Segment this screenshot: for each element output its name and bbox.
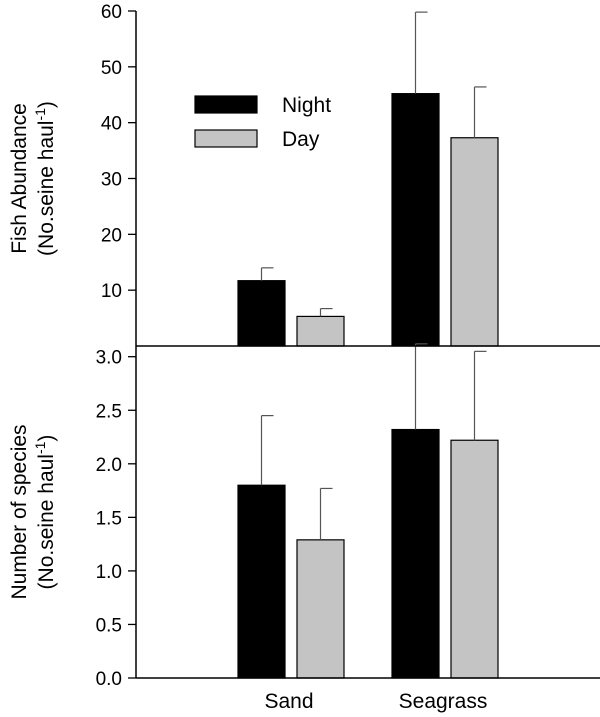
bar-night-seagrass bbox=[391, 93, 440, 347]
y-tick-label: 0.0 bbox=[96, 669, 122, 690]
bar-night-seagrass bbox=[391, 428, 440, 679]
bar-night-sand bbox=[237, 484, 286, 679]
legend-swatch-night bbox=[194, 95, 258, 114]
bar-day-sand bbox=[296, 315, 345, 347]
y-axis-title-unit: (No.seine haul-1) bbox=[32, 101, 58, 256]
bar-day-sand bbox=[296, 539, 345, 679]
bar-day-seagrass bbox=[450, 137, 499, 347]
bar-night-sand bbox=[237, 280, 286, 347]
x-tick-label: Sand bbox=[264, 690, 313, 713]
y-axis-title: Fish Abundance bbox=[8, 103, 31, 254]
y-tick-label: 20 bbox=[101, 225, 122, 246]
legend-swatch-day bbox=[194, 129, 258, 148]
panel-2: 0.0 0.5 1.0 1.5 2.0 2.5 3.0 Number of species (N… bbox=[8, 343, 499, 713]
x-tick-label: Seagrass bbox=[399, 690, 488, 713]
y-tick-label: 2.5 bbox=[96, 401, 122, 422]
y-axis-title-unit: (No.seine haul-1) bbox=[32, 435, 58, 590]
y-tick-label: 30 bbox=[101, 170, 122, 191]
panel-1: 10 20 30 40 50 60 Fish Abundance (No.seine haul… bbox=[8, 2, 499, 347]
y-tick-label: 50 bbox=[101, 58, 122, 79]
bar-day-seagrass bbox=[450, 439, 499, 679]
y-axis-title: Number of species bbox=[8, 424, 31, 599]
y-tick-label: 1.0 bbox=[96, 562, 122, 583]
legend-label-day: Day bbox=[282, 128, 320, 151]
y-tick-label: 0.5 bbox=[96, 615, 122, 636]
y-tick-label: 40 bbox=[101, 114, 122, 135]
y-tick-label: 2.0 bbox=[96, 455, 122, 476]
legend-label-night: Night bbox=[282, 94, 331, 117]
y-tick-label: 60 bbox=[101, 2, 122, 23]
y-tick-label: 1.5 bbox=[96, 508, 122, 529]
y-tick-label: 3.0 bbox=[96, 348, 122, 369]
y-tick-label: 10 bbox=[101, 281, 122, 302]
